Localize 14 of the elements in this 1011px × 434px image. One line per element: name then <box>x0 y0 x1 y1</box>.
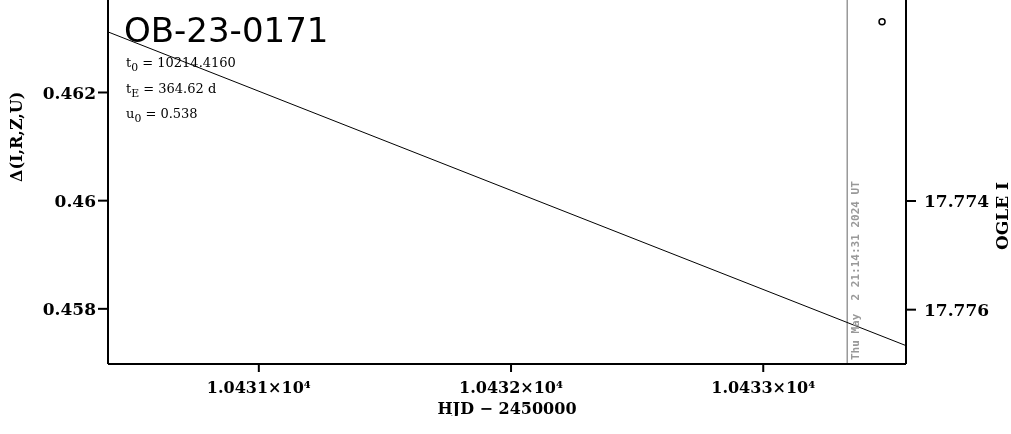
y-tick-label: 0.458 <box>42 298 96 319</box>
annotation: Thu May 2 21:14:31 2024 UT <box>849 180 863 360</box>
y-tick-label: 0.46 <box>54 190 96 211</box>
y-tick-label: 0.462 <box>42 82 96 103</box>
y2-axis-title: OGLE I <box>992 181 1011 251</box>
y-axis-title: Δ(I,R,Z,U) <box>6 91 26 182</box>
x-tick-label: 1.0433×10⁴ <box>711 378 816 398</box>
y2-tick-label: 17.774 <box>924 191 990 212</box>
annotation: u$_{0}$ = 0.538 <box>126 105 199 127</box>
annotation: t$_{E}$ = 364.62 d <box>126 79 218 102</box>
y2-tick-label: 17.776 <box>924 299 990 320</box>
x-tick-label: 1.0432×10⁴ <box>459 378 563 398</box>
x-tick-label: 1.0431×10⁴ <box>206 378 311 398</box>
chart-title: OB-23-0171 <box>124 10 329 50</box>
